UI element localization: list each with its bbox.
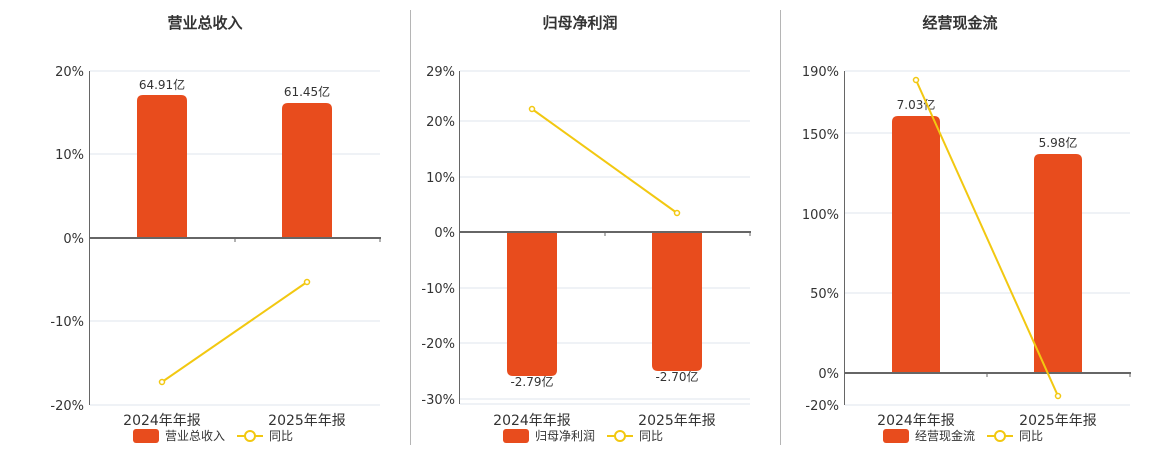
svg-text:64.91亿: 64.91亿 <box>139 77 185 92</box>
bar <box>137 95 187 238</box>
y-axis-labels: 20% 10% 0% -10% -20% <box>50 65 84 414</box>
svg-text:0%: 0% <box>63 232 84 247</box>
yoy-line <box>158 278 311 386</box>
legend: 营业总收入 同比 <box>133 427 293 444</box>
chart-title: 经营现金流 <box>922 14 998 32</box>
svg-text:20%: 20% <box>426 115 455 130</box>
svg-text:20%: 20% <box>55 65 84 80</box>
svg-text:-2.79亿: -2.79亿 <box>510 374 553 389</box>
bar-value-labels: -2.79亿 -2.70亿 <box>510 369 698 389</box>
legend-bar-label: 经营现金流 <box>915 429 976 443</box>
legend-bar-swatch <box>883 428 909 443</box>
bar <box>652 232 702 371</box>
svg-text:-10%: -10% <box>421 282 455 297</box>
x-axis-labels: 2024年年报 2025年年报 <box>123 413 346 429</box>
bar <box>1034 154 1082 373</box>
legend-line-icon <box>987 429 1014 442</box>
svg-text:-2.70亿: -2.70亿 <box>655 369 698 384</box>
y-axis-labels: 29% 20% 10% 0% -10% -20% -30% <box>421 65 455 408</box>
svg-text:-20%: -20% <box>421 337 455 352</box>
legend: 归母净利润 同比 <box>503 427 663 444</box>
svg-text:-20%: -20% <box>805 399 839 414</box>
chart-title: 营业总收入 <box>167 14 243 32</box>
yoy-line <box>912 76 1062 400</box>
svg-text:2025年年报: 2025年年报 <box>1019 413 1097 429</box>
legend-line-label: 同比 <box>639 429 664 443</box>
legend-line-label: 同比 <box>269 429 294 443</box>
svg-text:0%: 0% <box>818 367 839 382</box>
legend-line-icon <box>237 429 264 442</box>
svg-text:50%: 50% <box>810 287 839 302</box>
legend-line-icon <box>607 429 634 442</box>
svg-text:29%: 29% <box>426 65 455 80</box>
chart-plot: 20% 10% 0% -10% -20% 64.91亿 61.45亿 2024年… <box>50 65 381 429</box>
bar-value-labels: 64.91亿 61.45亿 <box>139 77 330 99</box>
bars <box>507 232 702 376</box>
svg-text:100%: 100% <box>802 208 839 223</box>
line-point <box>528 105 536 113</box>
x-axis-labels: 2024年年报 2025年年报 <box>493 413 716 429</box>
svg-text:61.45亿: 61.45亿 <box>284 84 330 99</box>
svg-text:10%: 10% <box>426 171 455 186</box>
bar <box>892 116 940 373</box>
line-point <box>912 76 920 84</box>
svg-text:190%: 190% <box>802 65 839 80</box>
yoy-line <box>528 105 681 217</box>
legend-bar-swatch <box>503 428 529 443</box>
legend-line-label: 同比 <box>1019 429 1044 443</box>
chart-title: 归母净利润 <box>542 14 618 32</box>
line-point <box>673 209 681 217</box>
x-axis-labels: 2024年年报 2025年年报 <box>877 413 1097 429</box>
svg-text:5.98亿: 5.98亿 <box>1039 135 1078 150</box>
line-point <box>1054 392 1062 400</box>
svg-text:2024年年报: 2024年年报 <box>493 413 571 429</box>
svg-text:-10%: -10% <box>50 315 84 330</box>
svg-text:2025年年报: 2025年年报 <box>638 413 716 429</box>
bar <box>507 232 557 376</box>
y-axis-labels: 190% 150% 100% 50% 0% -20% <box>802 65 839 414</box>
svg-text:2025年年报: 2025年年报 <box>268 413 346 429</box>
svg-text:-30%: -30% <box>421 393 455 408</box>
legend-bar-swatch <box>133 428 159 443</box>
legend-bar-label: 归母净利润 <box>535 429 596 443</box>
bars <box>892 116 1082 373</box>
legend: 经营现金流 同比 <box>883 427 1043 444</box>
svg-text:2024年年报: 2024年年报 <box>123 413 201 429</box>
svg-text:0%: 0% <box>434 226 455 241</box>
svg-text:2024年年报: 2024年年报 <box>877 413 955 429</box>
line-point <box>303 278 311 286</box>
panel-divider <box>780 10 781 445</box>
grid-lines <box>90 70 380 406</box>
panel-divider <box>410 10 411 445</box>
line-point <box>158 378 166 386</box>
svg-text:10%: 10% <box>55 148 84 163</box>
chart-panel-revenue: 营业总收入 20% 10% 0% -10% -20% 64.91亿 61.45亿 <box>0 0 400 450</box>
svg-text:-20%: -20% <box>50 399 84 414</box>
legend-bar-label: 营业总收入 <box>165 429 226 443</box>
bars <box>137 95 332 238</box>
bar <box>282 103 332 238</box>
svg-text:150%: 150% <box>802 128 839 143</box>
